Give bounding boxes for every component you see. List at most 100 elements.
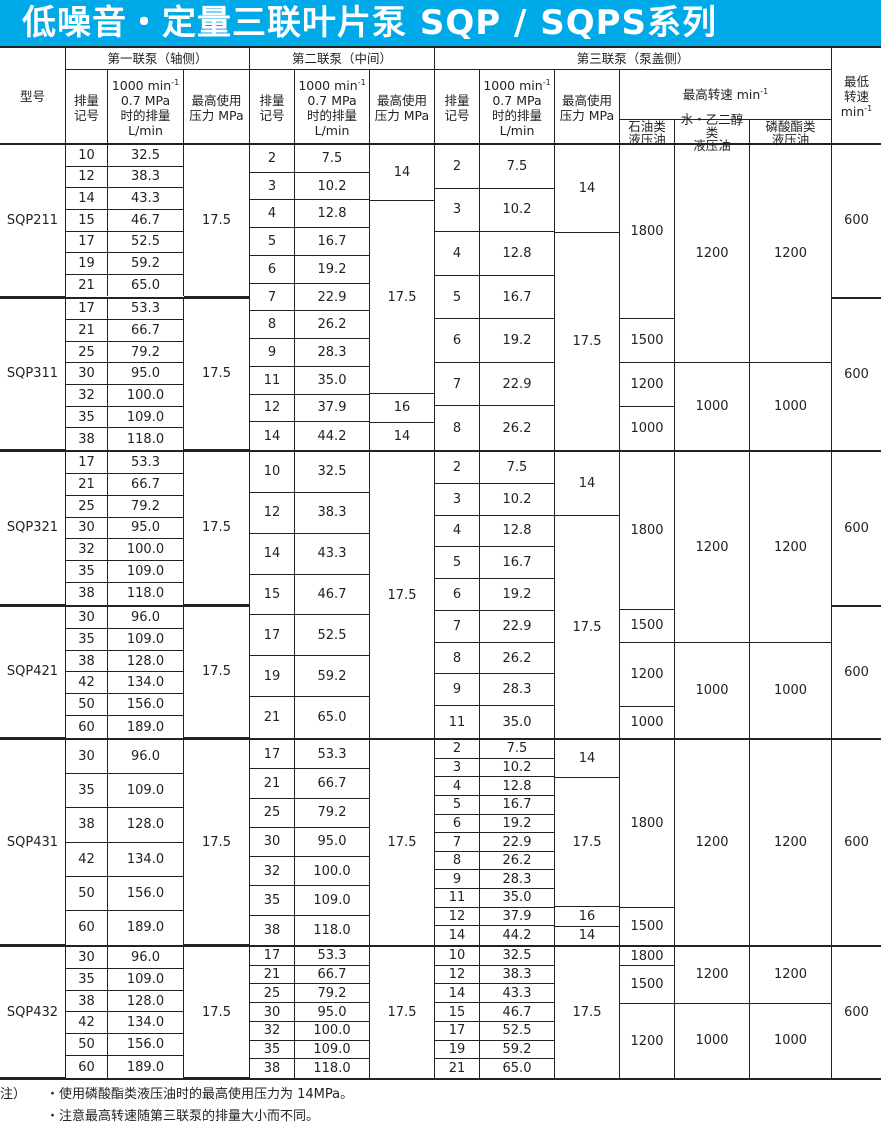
displacement-code: 2 xyxy=(435,452,480,484)
flow-rate: 32.5 xyxy=(108,145,184,167)
displacement-code: 8 xyxy=(435,642,480,675)
max-speed-phosphate: 1200 1000 xyxy=(750,452,832,738)
flow-rate: 118.0 xyxy=(108,428,184,450)
flow-rate: 66.7 xyxy=(295,965,370,985)
header-pump2-flow-line: 0.7 MPa xyxy=(307,92,357,108)
flow-rate: 134.0 xyxy=(108,842,184,877)
pump2-rows-row: 30 95.0 xyxy=(250,827,370,858)
displacement-code: 7 xyxy=(250,283,295,312)
header-pump1-code: 排量 记号 xyxy=(66,70,108,145)
header-pump2-pressure: 最高使用 压力 MPa xyxy=(370,70,435,145)
pump2-rows-row: 7 22.9 xyxy=(250,283,370,312)
max-speed-water-glycol-cell: 1200 xyxy=(675,740,750,945)
max-speed-oil: 1800 1500 xyxy=(620,740,675,945)
pump3-pressure-cell: 16 xyxy=(555,907,620,927)
pump1-rows-row: 60 189.0 xyxy=(66,910,184,946)
model-groups: SQP432 30 96.0 35 109.0 38 128.0 42 134.0 50 156.0… xyxy=(0,947,250,1078)
flow-rate: 22.9 xyxy=(295,283,370,312)
min-label-2: 转速 xyxy=(843,89,869,104)
displacement-code: 17 xyxy=(250,947,295,966)
pump3-rows-row: 5 16.7 xyxy=(435,275,555,320)
min-speed-cell: 600 xyxy=(832,452,881,607)
pump1-rows-row: 35 109.0 xyxy=(66,968,184,991)
displacement-code: 11 xyxy=(435,889,480,908)
flow-rate: 189.0 xyxy=(108,910,184,946)
pump3-pressure: 14 17.5 xyxy=(555,452,620,738)
pump1-rows-row: 15 46.7 xyxy=(66,209,184,232)
pump3-rows-row: 7 22.9 xyxy=(435,362,555,407)
flow-rate: 53.3 xyxy=(295,947,370,966)
displacement-code: 10 xyxy=(250,452,295,493)
pump3-rows-row: 8 26.2 xyxy=(435,642,555,675)
header-pump2-flow-line: L/min xyxy=(314,122,350,138)
max-speed-water-glycol: 1200 1000 xyxy=(675,145,750,450)
displacement-code: 6 xyxy=(250,255,295,284)
displacement-code: 11 xyxy=(435,706,480,739)
flow-rate: 100.0 xyxy=(295,857,370,887)
flow-rate: 156.0 xyxy=(108,1034,184,1057)
pump1-pressure: 17.5 xyxy=(184,145,250,297)
displacement-code: 21 xyxy=(250,697,295,739)
pump2-pressure-cell: 17.5 xyxy=(370,947,435,1078)
displacement-code: 8 xyxy=(435,406,480,451)
max-speed-oil-cell: 1200 xyxy=(620,362,675,407)
pump2-rows-row: 12 37.9 xyxy=(250,394,370,423)
max-speed-oil-cell: 1800 xyxy=(620,740,675,908)
displacement-code: 60 xyxy=(66,910,108,946)
header-pump2-code: 排量 记号 xyxy=(250,70,295,145)
displacement-code: 9 xyxy=(435,870,480,890)
flow-rate: 128.0 xyxy=(108,650,184,673)
pump2-rows-row: 4 12.8 xyxy=(250,200,370,229)
displacement-code: 38 xyxy=(66,583,108,605)
pump3-rows-row: 9 28.3 xyxy=(435,674,555,707)
displacement-code: 3 xyxy=(435,483,480,516)
flow-rate: 59.2 xyxy=(295,656,370,698)
pump3-rows-row: 11 35.0 xyxy=(435,706,555,739)
pump3-rows-row: 12 38.3 xyxy=(435,965,555,985)
pump1-pressure: 17.5 xyxy=(184,947,250,1078)
min-unit-sup: -1 xyxy=(864,103,873,113)
pump2-rows-row: 17 52.5 xyxy=(250,615,370,657)
pump2-rows-row: 2 7.5 xyxy=(250,145,370,173)
flow-rate: 38.3 xyxy=(108,166,184,189)
header-phosphate: 磷酸酯类 液压油 xyxy=(750,120,832,146)
pump1-rows-row: 60 189.0 xyxy=(66,716,184,738)
displacement-code: 5 xyxy=(435,795,480,815)
pump3-rows-row: 3 10.2 xyxy=(435,188,555,233)
pump1-rows-row: 50 156.0 xyxy=(66,1034,184,1057)
model-group: SQP432 30 96.0 35 109.0 38 128.0 42 134.0 50 156.0… xyxy=(0,947,250,1078)
pump1-rows-row: 35 109.0 xyxy=(66,774,184,809)
displacement-code: 30 xyxy=(250,827,295,858)
pump2-rows-row: 15 46.7 xyxy=(250,574,370,616)
max-speed-water-glycol: 1200 1000 xyxy=(675,452,750,738)
model-name: SQP321 xyxy=(0,452,66,605)
pump2-rows-row: 9 28.3 xyxy=(250,339,370,367)
flow-rate: 53.3 xyxy=(108,452,184,474)
displacement-code: 19 xyxy=(435,1040,480,1060)
pump2-rows-row: 14 43.3 xyxy=(250,533,370,575)
min-speed-cell: 600 xyxy=(844,1005,869,1020)
pump2-rows: 17 53.3 21 66.7 25 79.2 30 95.0 32 100.0 35 109.0 38… xyxy=(250,740,370,945)
min-speed-cell: 600 xyxy=(844,366,869,382)
header-min-speed: 最低 转速 min-1 xyxy=(832,48,881,145)
pump2-pressure: 17.5 xyxy=(370,740,435,945)
flow-unit-sup: -1 xyxy=(171,77,180,87)
flow-rate: 35.0 xyxy=(295,366,370,395)
displacement-code: 14 xyxy=(66,188,108,210)
pump3-rows-row: 9 28.3 xyxy=(435,870,555,890)
pump1-rows-row: 42 134.0 xyxy=(66,672,184,695)
max-speed-phosphate: 1200 1000 xyxy=(750,145,832,450)
min-speed: 600 600 xyxy=(832,452,881,738)
max-speed-oil-cell: 1800 xyxy=(620,145,675,319)
pump2-rows-row: 35 109.0 xyxy=(250,886,370,916)
header-water-glycol: 水・乙二醇类 液压油 xyxy=(675,113,750,152)
flow-rate: 109.0 xyxy=(108,406,184,429)
displacement-code: 35 xyxy=(66,628,108,651)
pump1-rows-row: 35 109.0 xyxy=(66,406,184,429)
flow-rate: 79.2 xyxy=(108,341,184,364)
flow-rate: 7.5 xyxy=(480,740,555,759)
pump1-rows-row: 38 118.0 xyxy=(66,583,184,605)
flow-rate: 37.9 xyxy=(480,907,555,927)
pump1-rows-row: 30 96.0 xyxy=(66,947,184,969)
band-1: SQP211 10 32.5 12 38.3 14 43.3 15 46.7 17 52.5 19 59… xyxy=(0,145,881,452)
